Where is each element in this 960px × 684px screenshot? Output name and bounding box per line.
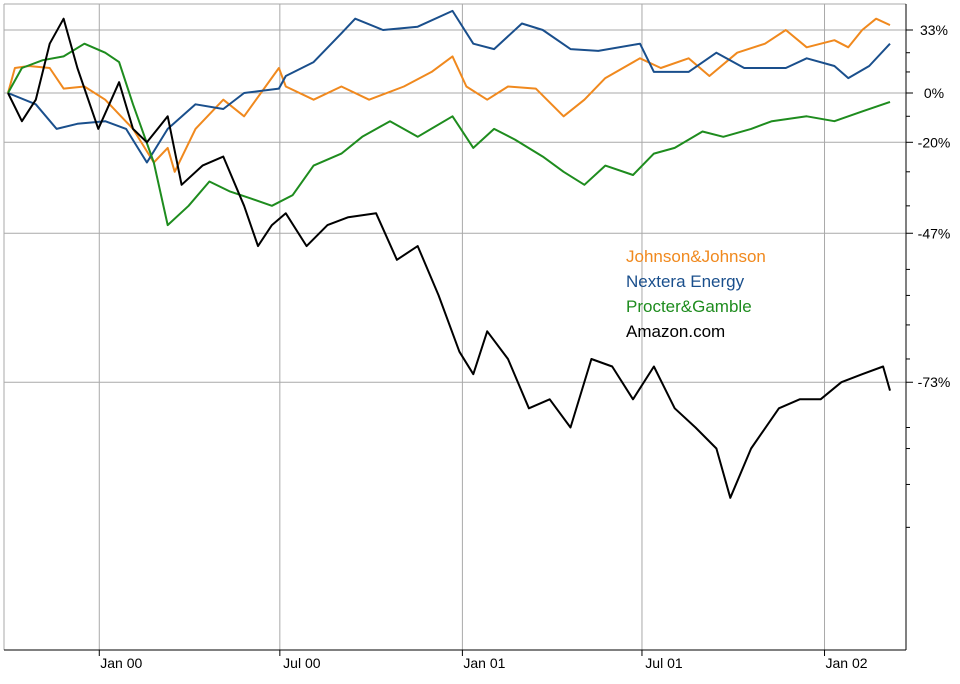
grid-lines (4, 4, 906, 650)
y-axis: 33% 0% -20% -47% -73% (906, 22, 951, 528)
y-tick-label: 0% (924, 85, 944, 101)
x-tick-label: Jan 01 (463, 655, 505, 671)
plot-frame (3, 3, 907, 651)
series-line-amazon-com (7, 17, 891, 499)
legend-entry: Procter&Gamble (626, 297, 752, 316)
y-tick-label: 33% (920, 22, 948, 38)
x-tick-label: Jul 00 (283, 655, 321, 671)
x-tick-label: Jan 02 (825, 655, 867, 671)
x-axis: Jan 00 Jul 00 Jan 01 Jul 01 Jan 02 (98, 650, 868, 671)
y-tick-label: -20% (918, 134, 951, 150)
series-line-nextera-energy (7, 9, 891, 164)
legend-entry: Amazon.com (626, 322, 725, 341)
legend-entry: Nextera Energy (626, 272, 745, 291)
series-line-procter-gamble (7, 42, 891, 227)
series-line-johnson-johnson (7, 17, 891, 173)
legend: Johnson&Johnson Nextera Energy Procter&Gam… (626, 247, 766, 341)
x-tick-label: Jul 01 (645, 655, 683, 671)
x-tick-label: Jan 00 (100, 655, 142, 671)
legend-entry: Johnson&Johnson (626, 247, 766, 266)
series-lines (7, 9, 891, 499)
y-tick-label: -47% (918, 225, 951, 241)
y-tick-label: -73% (918, 374, 951, 390)
